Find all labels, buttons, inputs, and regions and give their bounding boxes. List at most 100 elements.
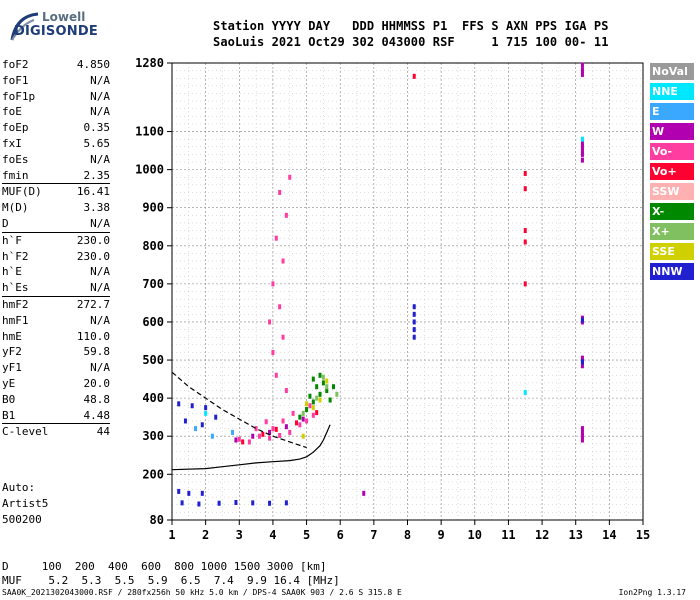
legend-item: NNW [650,263,694,280]
echo-point [321,380,325,386]
echo-point [247,439,251,445]
echo-point [335,391,339,397]
header-row-labels: Station YYYY DAY DDD HHMMSS P1 FFS S AXN… [213,19,609,33]
param-row: M(D) 3.38 [2,200,110,216]
param-value: N/A [90,105,110,119]
x-tick-label: 12 [535,528,549,542]
software-version-footer: Ion2Png 1.3.17 [618,588,686,597]
echo-point [298,414,302,420]
param-name: foF2 [2,58,29,71]
param-name: hmE [2,329,22,343]
param-value: 44 [96,425,110,439]
param-name: h`E [2,265,22,279]
echo-point [298,422,302,428]
echo-point [278,432,282,438]
echo-point [412,327,416,333]
echo-point [268,319,272,325]
x-tick-label: 9 [438,528,445,542]
echo-point [274,235,278,241]
echo-point [200,490,204,496]
y-tick-label: 600 [142,315,164,329]
param-row: D N/A [2,216,110,232]
param-value: N/A [90,265,110,279]
echo-point [187,490,191,496]
echo-point [183,418,187,424]
param-value: N/A [90,313,110,327]
y-tick-label: 1000 [135,163,164,177]
x-tick-label: 15 [636,528,650,542]
echo-point [217,500,221,506]
digisonde-logo: Lowell DIGISONDE [2,6,98,46]
auto-label: Auto: [2,481,36,494]
echo-point [234,499,238,505]
logo-swoosh-icon [10,12,39,41]
echo-point [325,378,329,384]
legend-item: Vo+ [650,163,694,180]
param-row: h`Es N/A [2,280,110,296]
param-value: 4.850 [76,58,110,71]
param-name: D [2,216,9,230]
file-info-footer: SAA0K_2021302043000.RSF / 280fx256h 50 k… [2,588,402,597]
echo-point [325,384,329,390]
echo-point [580,71,584,77]
echo-point [580,157,584,163]
x-tick-label: 5 [303,528,310,542]
param-name: yE [2,376,16,390]
echo-point [177,488,181,494]
echo-point [294,420,298,426]
echo-point [311,399,315,405]
x-tick-label: 6 [337,528,344,542]
param-row: hmF1 N/A [2,313,110,329]
polarization-legend: NoVal NNE E W Vo- Vo+ SSW X- X+ SSE NNW [650,63,694,283]
echo-point [271,349,275,355]
param-value: 110.0 [76,329,110,343]
logo-line-2: DIGISONDE [14,24,98,39]
echo-point [315,410,319,416]
logo-line-1: Lowell [42,10,86,24]
y-tick-label: 200 [142,467,164,481]
echo-point [264,419,268,425]
echo-point [311,405,315,411]
param-row: hmF2 272.7 [2,295,110,313]
param-row: fmin 2.35 [2,168,110,184]
echo-point [200,422,204,428]
echo-point [281,334,285,340]
legend-item: X+ [650,223,694,240]
param-value: 272.7 [76,297,110,311]
param-value: 4.48 [83,408,111,422]
f-layer-trace-line [171,424,331,471]
header-row-values: SaoLuis 2021 Oct29 302 043000 RSF 1 715 … [213,35,609,49]
param-row: C-level 44 [2,423,110,440]
param-value: N/A [90,361,110,375]
param-name: B0 [2,392,16,406]
echo-point [288,174,292,180]
param-name: h`Es [2,281,29,295]
echo-point [580,359,584,365]
echo-point [251,500,255,506]
echo-point [281,418,285,424]
x-tick-label: 2 [202,528,209,542]
param-row: foF1 N/A [2,73,110,89]
echo-point [251,433,255,439]
legend-item: NoVal [650,63,694,80]
echo-point [315,395,319,401]
legend-item: SSE [650,243,694,260]
echo-point [580,136,584,142]
echo-point [523,170,527,176]
x-tick-label: 14 [602,528,616,542]
param-value: 3.38 [83,201,111,215]
echo-point [580,426,584,432]
param-name: yF2 [2,345,22,359]
echo-point [284,388,288,394]
param-row: foF1p N/A [2,89,110,105]
echo-point [580,140,584,146]
echo-point [210,433,214,439]
echo-point [580,151,584,157]
legend-item: NNE [650,83,694,100]
param-row: h`F 230.0 [2,231,110,249]
y-tick-label: 700 [142,277,164,291]
param-name: B1 [2,408,16,422]
y-tick-label: 80 [150,513,164,527]
echo-point [204,410,208,416]
